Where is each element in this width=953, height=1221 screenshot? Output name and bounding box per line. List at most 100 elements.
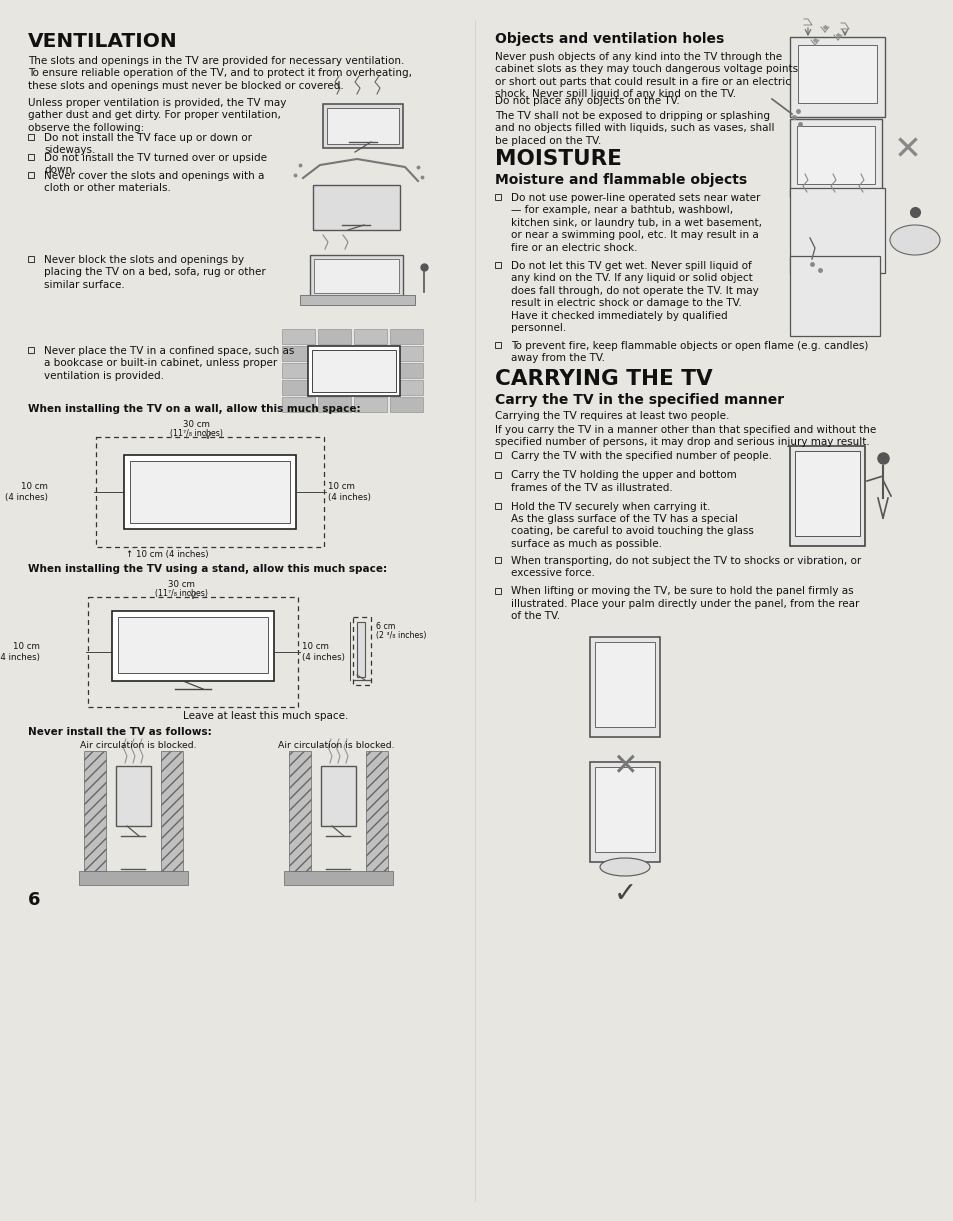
Bar: [312, 350, 395, 392]
Bar: [789, 446, 864, 546]
Bar: [116, 766, 151, 825]
Bar: [589, 637, 659, 737]
Bar: [28, 172, 34, 178]
Bar: [314, 259, 398, 293]
Text: Never block the slots and openings by
placing the TV on a bed, sofa, rug or othe: Never block the slots and openings by pl…: [44, 255, 266, 289]
Bar: [390, 363, 422, 379]
Bar: [88, 597, 297, 707]
Bar: [84, 751, 106, 871]
Text: Do not use power-line operated sets near water
— for example, near a bathtub, wa: Do not use power-line operated sets near…: [511, 193, 761, 253]
Bar: [495, 263, 500, 267]
Text: 30 cm: 30 cm: [182, 420, 210, 429]
Text: Do not let this TV get wet. Never spill liquid of
any kind on the TV. If any liq: Do not let this TV get wet. Never spill …: [511, 261, 758, 333]
Bar: [390, 328, 422, 344]
Text: (11⁷/₈ inches): (11⁷/₈ inches): [154, 589, 207, 598]
Text: The TV shall not be exposed to dripping or splashing
and no objects filled with : The TV shall not be exposed to dripping …: [495, 111, 774, 145]
Text: 10 cm
(4 inches): 10 cm (4 inches): [5, 482, 48, 502]
Bar: [495, 557, 500, 563]
Bar: [390, 346, 422, 361]
Bar: [495, 194, 500, 200]
Bar: [789, 256, 879, 336]
Bar: [282, 380, 314, 396]
Bar: [299, 295, 415, 305]
Text: CARRYING THE TV: CARRYING THE TV: [495, 369, 712, 389]
Text: The slots and openings in the TV are provided for necessary ventilation.
To ensu: The slots and openings in the TV are pro…: [28, 56, 412, 90]
Bar: [284, 871, 393, 885]
Text: Carry the TV with the specified number of people.: Carry the TV with the specified number o…: [511, 451, 771, 462]
Text: Air circulation is blocked.: Air circulation is blocked.: [80, 741, 196, 750]
Text: MOISTURE: MOISTURE: [495, 149, 621, 168]
Bar: [366, 751, 388, 871]
Bar: [320, 766, 355, 825]
Text: ↑ 10 cm (4 inches): ↑ 10 cm (4 inches): [126, 549, 209, 559]
Bar: [495, 503, 500, 508]
Text: Carry the TV in the specified manner: Carry the TV in the specified manner: [495, 393, 783, 407]
Text: Carrying the TV requires at least two people.: Carrying the TV requires at least two pe…: [495, 411, 729, 421]
Bar: [327, 107, 398, 144]
Bar: [282, 346, 314, 361]
Text: To prevent fire, keep flammable objects or open flame (e.g. candles)
away from t: To prevent fire, keep flammable objects …: [511, 341, 867, 364]
Bar: [317, 363, 351, 379]
Bar: [495, 452, 500, 458]
Bar: [353, 617, 371, 685]
Bar: [28, 347, 34, 353]
Bar: [161, 751, 183, 871]
Bar: [317, 380, 351, 396]
Text: Carry the TV holding the upper and bottom
frames of the TV as illustrated.: Carry the TV holding the upper and botto…: [511, 470, 736, 493]
Bar: [28, 154, 34, 160]
Text: 10 cm
(4 inches): 10 cm (4 inches): [328, 482, 371, 502]
Bar: [308, 346, 399, 396]
Bar: [313, 186, 399, 230]
Text: When installing the TV using a stand, allow this much space:: When installing the TV using a stand, al…: [28, 564, 387, 574]
Bar: [794, 451, 859, 536]
Bar: [282, 363, 314, 379]
Text: When lifting or moving the TV, be sure to hold the panel firmly as
illustrated. : When lifting or moving the TV, be sure t…: [511, 586, 859, 621]
Text: Do not install the TV face up or down or
sideways.: Do not install the TV face up or down or…: [44, 133, 252, 155]
Bar: [789, 118, 882, 197]
Bar: [282, 328, 314, 344]
Bar: [282, 397, 314, 411]
Bar: [589, 762, 659, 862]
Bar: [354, 328, 387, 344]
Text: When installing the TV on a wall, allow this much space:: When installing the TV on a wall, allow …: [28, 404, 360, 414]
Text: VENTILATION: VENTILATION: [28, 32, 177, 51]
Bar: [323, 104, 402, 148]
Bar: [79, 871, 188, 885]
Bar: [310, 255, 402, 297]
Bar: [495, 587, 500, 593]
Bar: [354, 380, 387, 396]
Ellipse shape: [889, 225, 939, 255]
Text: Air circulation is blocked.: Air circulation is blocked.: [277, 741, 395, 750]
Bar: [317, 397, 351, 411]
Ellipse shape: [599, 858, 649, 875]
Text: Moisture and flammable objects: Moisture and flammable objects: [495, 173, 746, 187]
Text: Never place the TV in a confined space, such as
a bookcase or built-in cabinet, : Never place the TV in a confined space, …: [44, 346, 294, 381]
Text: ✕: ✕: [893, 133, 921, 166]
Bar: [28, 134, 34, 140]
Bar: [28, 256, 34, 263]
Text: Never cover the slots and openings with a
cloth or other materials.: Never cover the slots and openings with …: [44, 171, 264, 193]
Text: 30 cm: 30 cm: [168, 580, 194, 589]
Bar: [354, 346, 387, 361]
Bar: [595, 767, 655, 852]
Bar: [797, 45, 876, 103]
Text: Never install the TV as follows:: Never install the TV as follows:: [28, 726, 212, 737]
Bar: [789, 188, 884, 274]
Bar: [356, 621, 365, 676]
Text: When transporting, do not subject the TV to shocks or vibration, or
excessive fo: When transporting, do not subject the TV…: [511, 556, 861, 578]
Bar: [130, 462, 290, 523]
Text: ✕: ✕: [612, 752, 638, 781]
Text: Do not install the TV turned over or upside
down.: Do not install the TV turned over or ups…: [44, 153, 267, 176]
Text: Leave at least this much space.: Leave at least this much space.: [183, 711, 348, 720]
Bar: [595, 642, 655, 726]
Text: If you carry the TV in a manner other than that specified and without the
specif: If you carry the TV in a manner other th…: [495, 425, 876, 447]
Bar: [118, 617, 268, 673]
Bar: [317, 346, 351, 361]
Bar: [390, 380, 422, 396]
Bar: [354, 397, 387, 411]
Bar: [495, 342, 500, 348]
Bar: [96, 437, 324, 547]
Text: Do not place any objects on the TV.: Do not place any objects on the TV.: [495, 96, 679, 106]
Text: 10 cm
(4 inches): 10 cm (4 inches): [0, 642, 40, 662]
Bar: [796, 126, 874, 184]
